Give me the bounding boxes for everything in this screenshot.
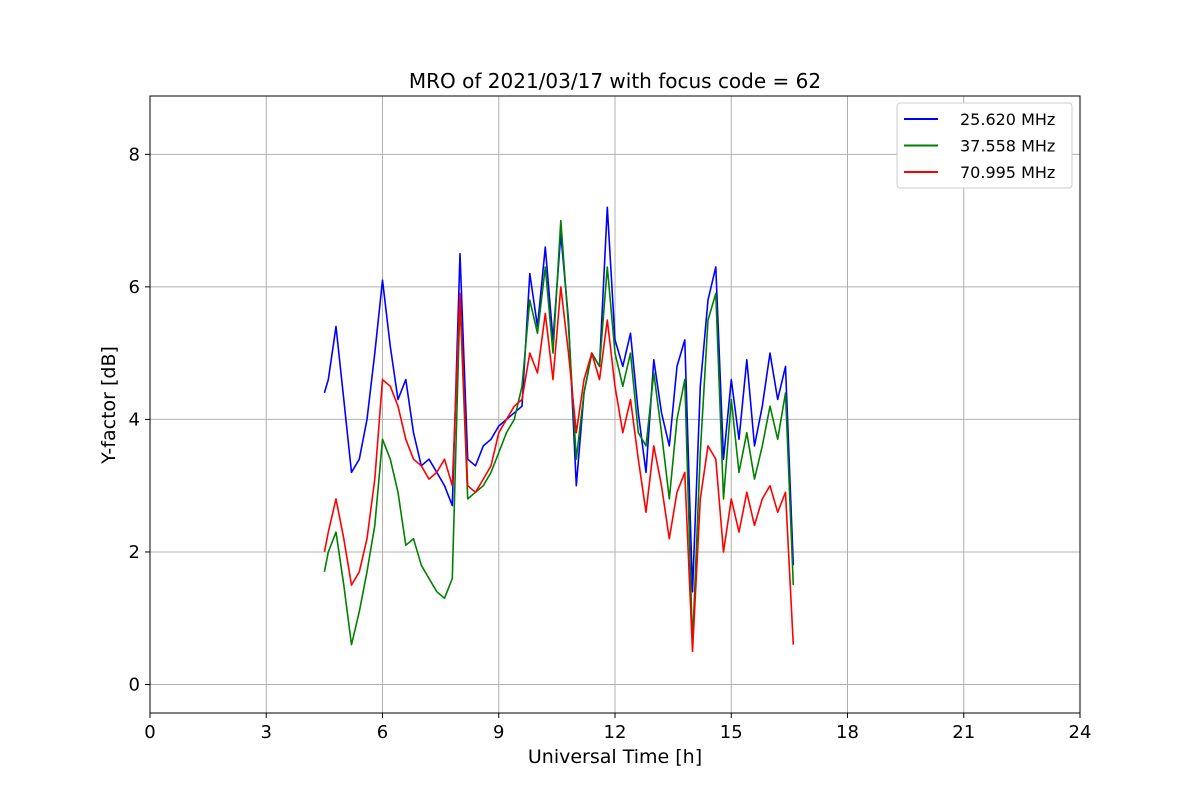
legend-label: 25.620 MHz: [960, 110, 1055, 129]
x-tick-label: 24: [1069, 722, 1092, 743]
legend-label: 70.995 MHz: [960, 163, 1055, 182]
y-tick-label: 4: [129, 409, 140, 430]
series-line-2: [323, 219, 795, 646]
x-tick-label: 21: [952, 722, 975, 743]
x-tick-label: 0: [144, 722, 155, 743]
y-tick-label: 0: [129, 675, 140, 696]
y-tick-label: 6: [129, 277, 140, 298]
x-axis-title: Universal Time [h]: [528, 746, 702, 768]
series-line-3: [323, 286, 795, 653]
legend: 25.620 MHz 37.558 MHz 70.995 MHz: [896, 102, 1073, 189]
y-axis-title: Y-factor [dB]: [98, 346, 120, 465]
x-tick-label: 12: [604, 722, 627, 743]
x-tick-label: 3: [261, 722, 272, 743]
chart-title: MRO of 2021/03/17 with focus code = 62: [409, 69, 821, 93]
y-axis: 0 2 4 6 8: [129, 144, 150, 696]
x-tick-label: 18: [836, 722, 859, 743]
x-axis: 0 3 6 9 12 15 18 21 24: [144, 713, 1091, 743]
series-layer: [323, 206, 795, 653]
x-tick-label: 6: [377, 722, 388, 743]
x-tick-label: 9: [493, 722, 504, 743]
legend-box: [896, 102, 1073, 189]
y-tick-label: 2: [129, 542, 140, 563]
legend-label: 37.558 MHz: [960, 137, 1055, 156]
x-tick-label: 15: [720, 722, 743, 743]
y-tick-label: 8: [129, 144, 140, 165]
